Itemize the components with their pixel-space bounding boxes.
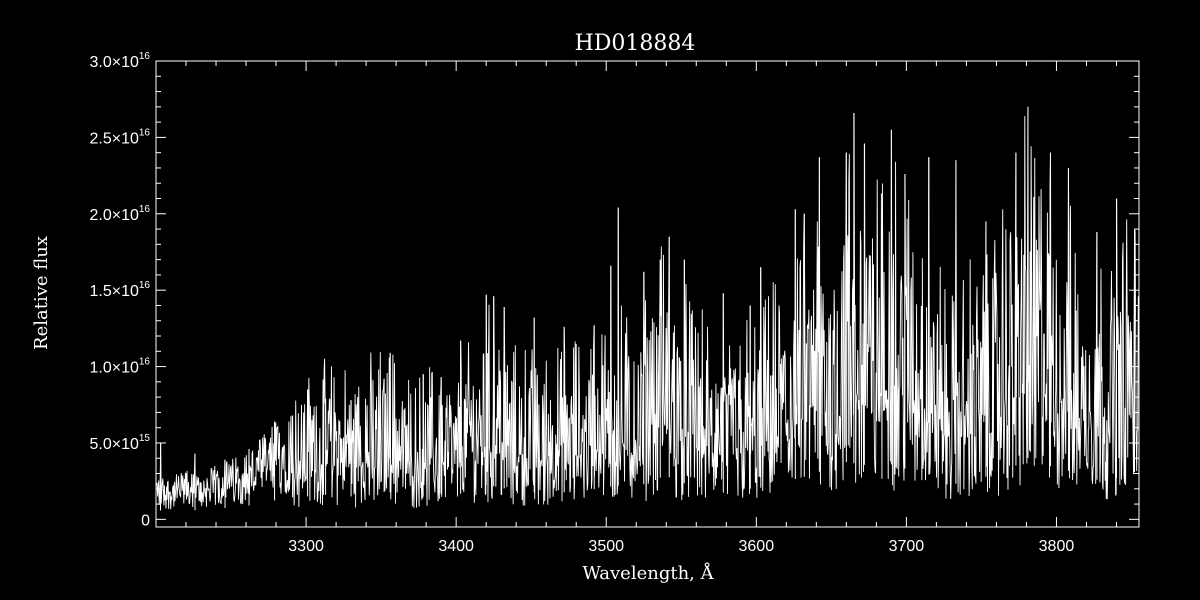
y-axis-label: Relative flux xyxy=(31,236,52,350)
y-tick-label: 0 xyxy=(141,512,150,529)
spectrum-series xyxy=(155,106,1140,511)
x-tick-label: 3600 xyxy=(739,538,775,555)
plot-frame xyxy=(155,60,1140,528)
y-tick-label: 1.0×1016 xyxy=(89,357,150,377)
y-tick-label: 2.0×1016 xyxy=(89,204,150,224)
y-tick-label: 2.5×1016 xyxy=(89,127,150,147)
x-axis-label: Wavelength, Å xyxy=(582,562,714,584)
x-axis-ticks: 3300 3400 3500 3600 3700 3800 xyxy=(155,61,1117,555)
spectrum-line xyxy=(155,106,1140,510)
y-axis-ticks: 0 5.0×1015 1.0×1016 1.5×1016 2.0×1016 2.5×101… xyxy=(89,51,1139,529)
x-tick-label: 3400 xyxy=(438,538,474,555)
chart-title: HD018884 xyxy=(575,31,696,56)
x-tick-label: 3300 xyxy=(288,538,324,555)
x-tick-label: 3800 xyxy=(1039,538,1075,555)
y-tick-label: 1.5×1016 xyxy=(89,280,150,300)
y-tick-label: 3.0×1016 xyxy=(89,51,150,71)
y-tick-label: 5.0×1015 xyxy=(89,433,150,453)
x-tick-label: 3500 xyxy=(588,538,624,555)
x-tick-label: 3700 xyxy=(889,538,925,555)
